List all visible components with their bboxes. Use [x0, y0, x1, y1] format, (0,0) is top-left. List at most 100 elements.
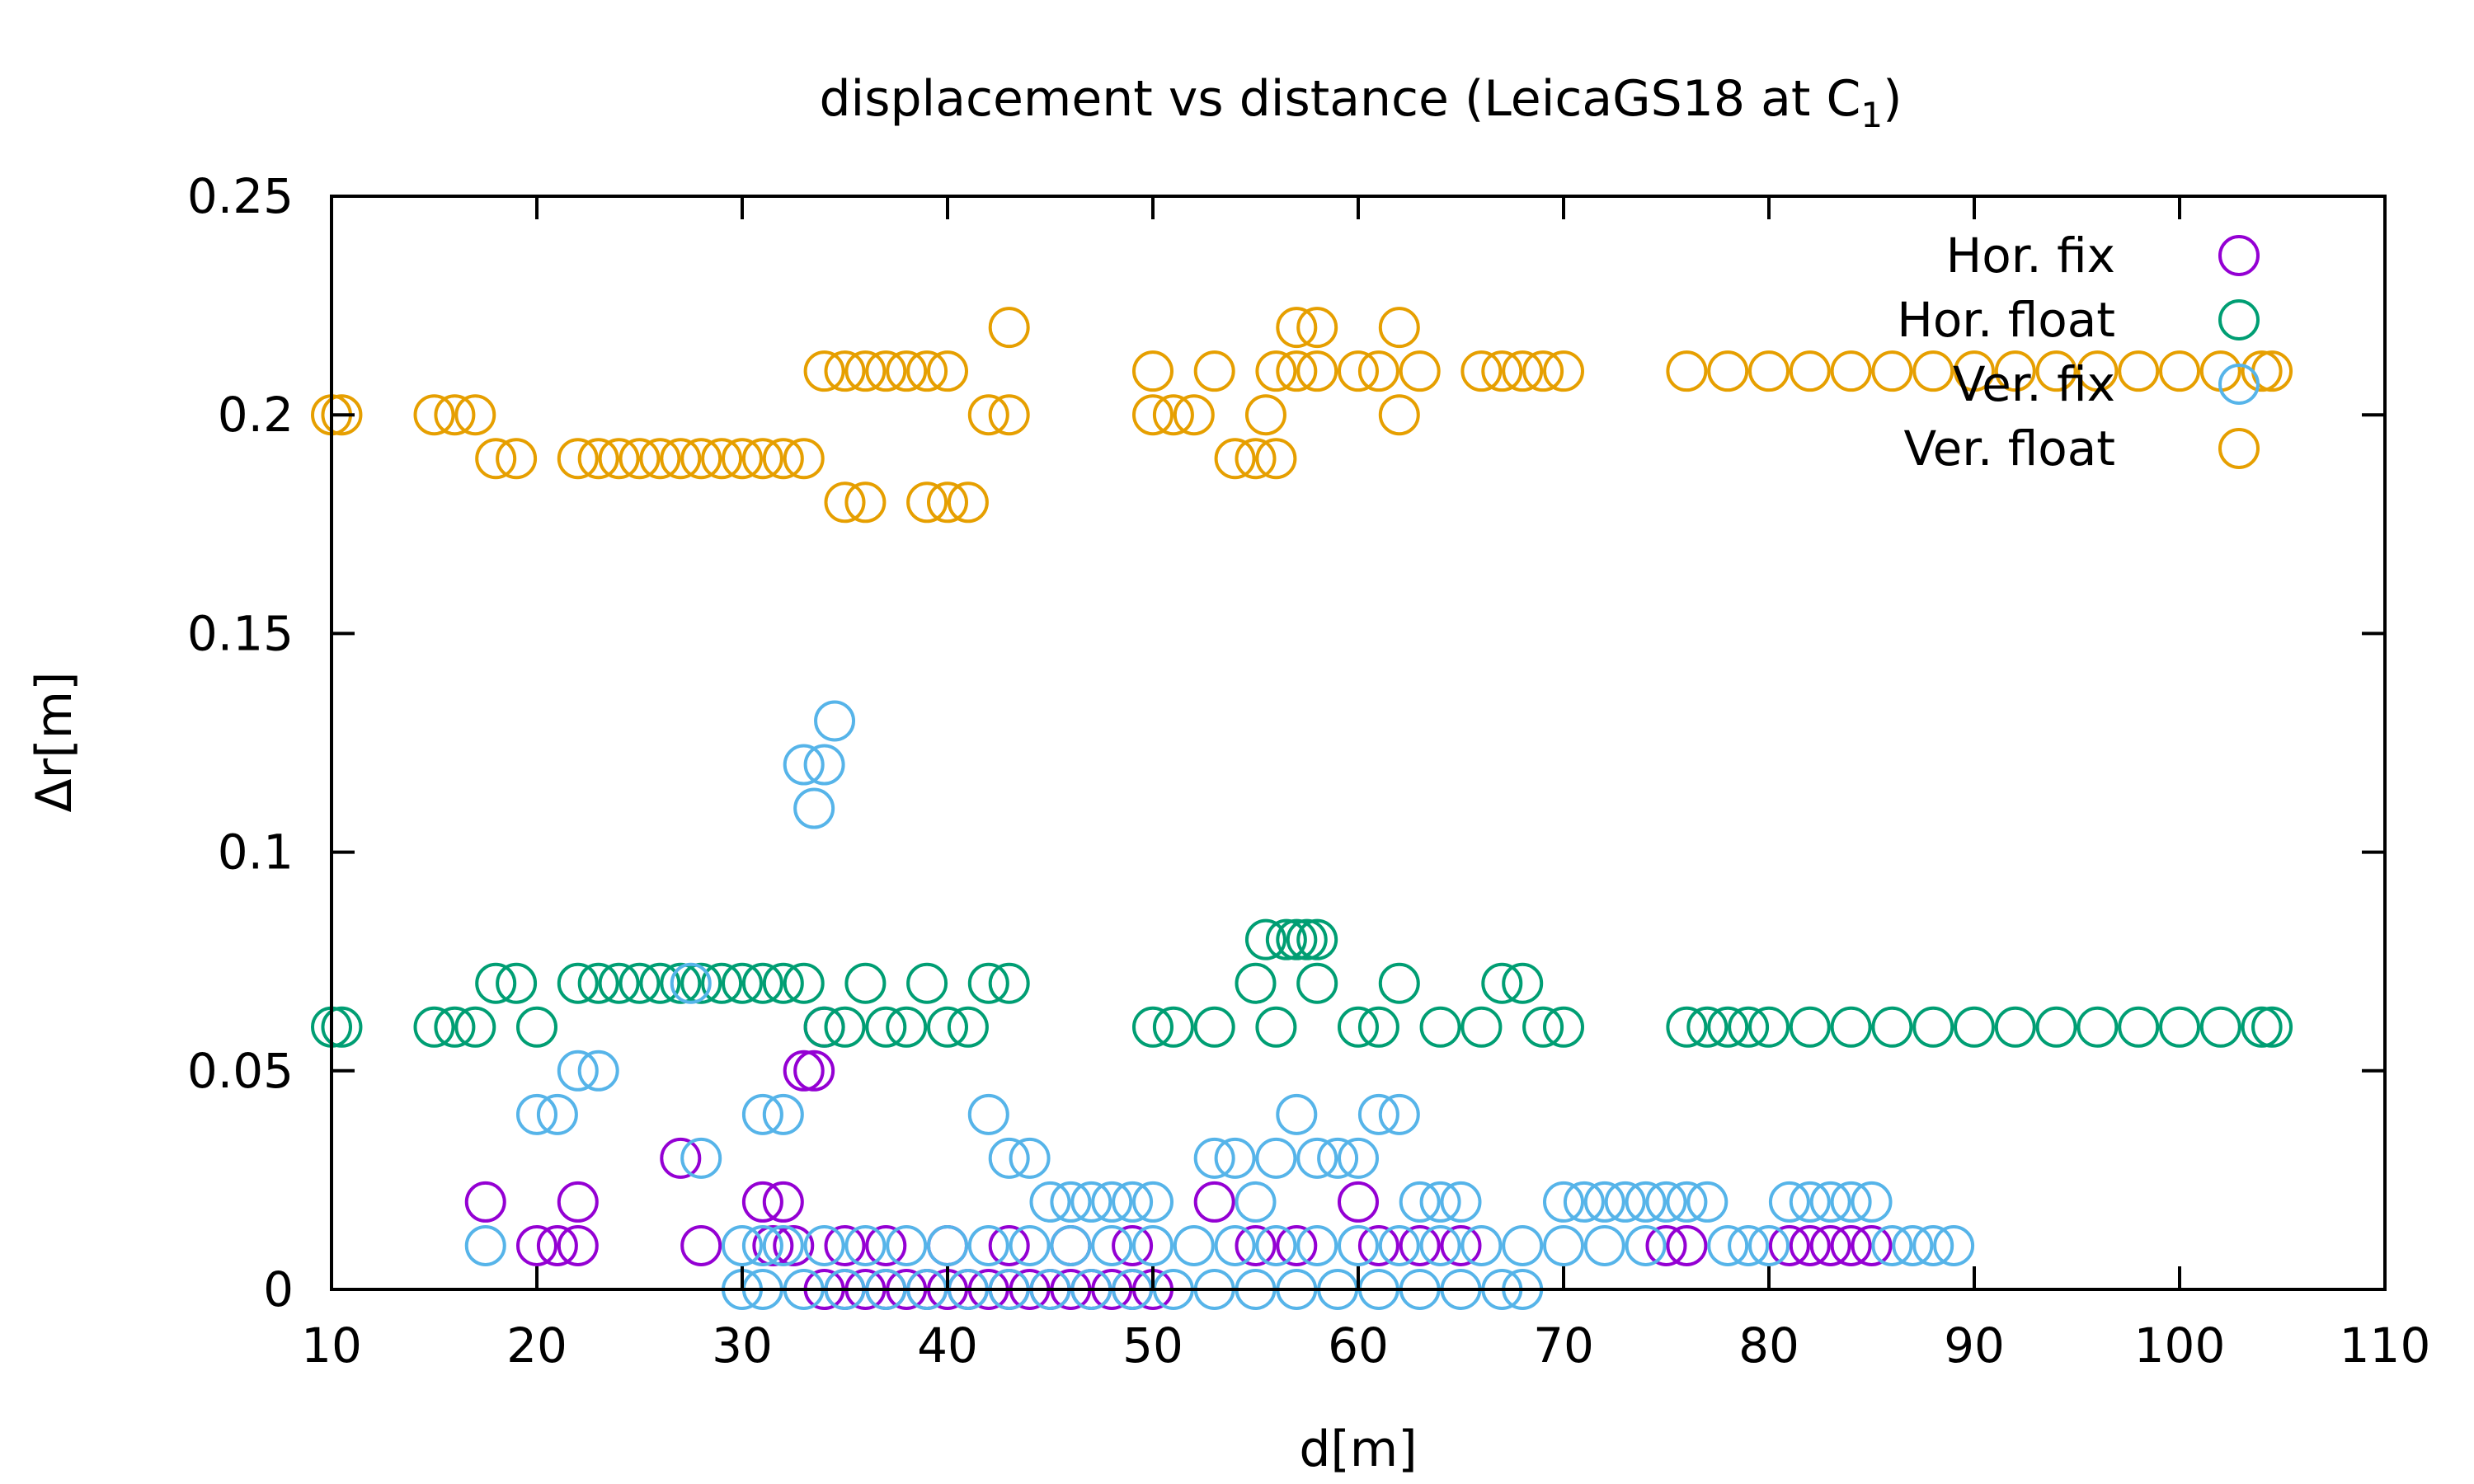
data-point [464, 1181, 506, 1223]
data-point [1809, 1181, 1851, 1223]
data-point [1378, 1224, 1420, 1266]
data-point [1378, 307, 1420, 349]
data-point [844, 481, 887, 524]
y-tick-label: 0.25 [187, 168, 294, 224]
data-point [1276, 350, 1318, 392]
data-point [557, 1050, 599, 1092]
x-tick-label: 80 [1738, 1317, 1799, 1374]
data-point [680, 438, 722, 480]
data-point [1193, 1006, 1235, 1048]
data-point [1625, 1181, 1667, 1223]
data-point [1399, 1224, 1441, 1266]
x-tick-label: 40 [917, 1317, 978, 1374]
data-point [803, 1006, 845, 1048]
data-point [1912, 350, 1954, 392]
data-point [1789, 1224, 1831, 1266]
data-point [1871, 350, 1913, 392]
data-point [701, 438, 743, 480]
data-point [1481, 350, 1523, 392]
data-point [1132, 394, 1174, 436]
data-point [1892, 1224, 1934, 1266]
data-point [1112, 1224, 1154, 1266]
y-tick-label: 0.2 [218, 387, 294, 443]
data-point [1543, 350, 1584, 392]
data-point [1029, 1181, 1071, 1223]
data-point [865, 1006, 907, 1048]
data-point [865, 1224, 907, 1266]
x-tick-label: 10 [301, 1317, 362, 1374]
data-point [1686, 1181, 1729, 1223]
data-point [1830, 1006, 1872, 1048]
data-point [2118, 350, 2160, 392]
data-point [1296, 350, 1338, 392]
data-point [824, 481, 866, 524]
data-point [752, 1224, 794, 1266]
y-axis-label: Δr[m] [26, 672, 83, 813]
data-point [598, 438, 640, 480]
data-point [1954, 350, 1995, 392]
data-point [1543, 1006, 1584, 1048]
data-point [886, 1006, 928, 1048]
data-point [1214, 1137, 1256, 1179]
data-point [741, 962, 783, 1004]
data-point [803, 744, 845, 786]
data-point [1235, 962, 1277, 1004]
data-point [988, 962, 1030, 1004]
data-point [2118, 1006, 2160, 1048]
data-point [1235, 1181, 1277, 1223]
data-point [1357, 350, 1399, 392]
data-point [1399, 350, 1441, 392]
data-point [1460, 1006, 1503, 1048]
data-point [321, 394, 363, 436]
data-point [577, 962, 619, 1004]
data-point [1276, 918, 1318, 960]
data-point [2251, 1006, 2293, 1048]
data-point [1265, 918, 1307, 960]
data-point [1666, 1181, 1708, 1223]
data-point [783, 962, 825, 1004]
legend: Hor. fix Hor. float Ver. fix Ver. float [1897, 228, 2260, 477]
data-point [741, 1181, 783, 1223]
legend-label: Ver. fix [1953, 356, 2115, 412]
data-point [1809, 1224, 1851, 1266]
data-point [1954, 1006, 1995, 1048]
data-point [906, 481, 948, 524]
x-tick-label: 70 [1533, 1317, 1594, 1374]
data-point [1214, 438, 1256, 480]
data-point [1214, 1224, 1256, 1266]
data-point [1830, 350, 1872, 392]
legend-marker [2218, 235, 2260, 276]
data-point [1296, 307, 1338, 349]
x-tick-label: 100 [2134, 1317, 2226, 1374]
data-point [680, 1137, 722, 1179]
data-point [1193, 350, 1235, 392]
data-point [1707, 1006, 1749, 1048]
data-point [793, 787, 835, 829]
data-point [741, 438, 783, 480]
data-point [1338, 1224, 1379, 1266]
data-point [1276, 1224, 1318, 1266]
data-point [1460, 350, 1503, 392]
data-point [967, 1224, 1009, 1266]
data-point [1255, 438, 1297, 480]
data-point [967, 962, 1009, 1004]
data-point [988, 1224, 1030, 1266]
data-point [1296, 1224, 1338, 1266]
data-point [496, 962, 538, 1004]
data-point [1522, 1006, 1564, 1048]
data-point [1830, 1181, 1872, 1223]
data-point [454, 1006, 496, 1048]
data-point [1563, 1181, 1605, 1223]
data-point [1399, 1181, 1441, 1223]
data-point [1543, 1224, 1584, 1266]
data-point [434, 1006, 476, 1048]
data-point [927, 1006, 968, 1048]
data-point [1050, 1224, 1092, 1266]
data-point [803, 1224, 845, 1266]
data-point [1728, 1224, 1770, 1266]
data-point [1543, 1181, 1584, 1223]
legend-marker [2218, 364, 2260, 405]
data-point [1768, 1181, 1810, 1223]
